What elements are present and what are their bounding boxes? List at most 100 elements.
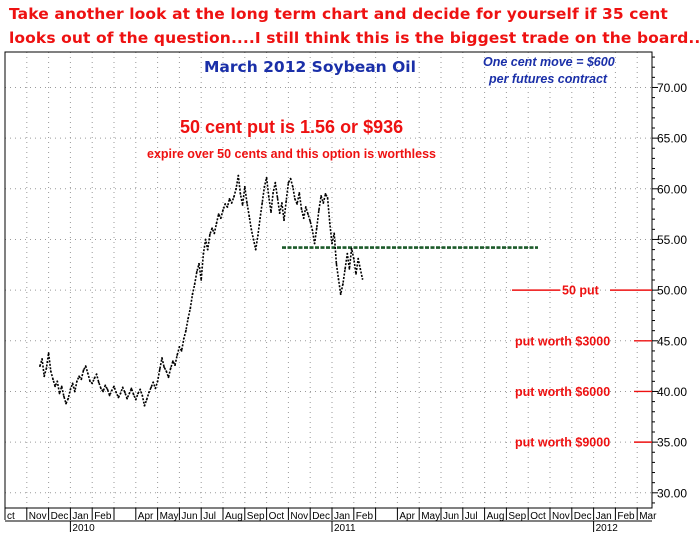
price-point <box>239 193 242 195</box>
price-point <box>141 394 144 397</box>
price-point <box>124 391 126 394</box>
price-point <box>71 382 74 385</box>
x-tick-label: Aug <box>487 511 505 522</box>
price-point <box>187 317 190 320</box>
x-tick-label: Dec <box>51 511 69 522</box>
price-point <box>237 174 240 177</box>
price-point <box>97 381 100 384</box>
price-point <box>86 372 89 375</box>
price-point <box>233 196 235 198</box>
price-point <box>204 238 207 241</box>
price-point <box>228 198 231 200</box>
price-point <box>361 278 364 280</box>
price-point <box>339 293 342 296</box>
price-point <box>143 404 146 407</box>
price-point <box>76 380 78 383</box>
level-label: put worth $6000 <box>515 385 610 399</box>
price-point <box>337 278 340 280</box>
x-tick-label: Jul <box>465 511 478 522</box>
price-point <box>315 227 318 230</box>
x-tick-label: Mar <box>639 511 657 522</box>
price-point <box>54 385 56 388</box>
price-point <box>224 203 227 205</box>
price-point <box>152 381 155 384</box>
price-point <box>148 391 150 394</box>
price-point <box>359 268 362 270</box>
price-point <box>304 206 307 208</box>
x-axis: ct Nov Dec Jan Feb Apr May Jun Jul Aug Sep Oct Nov De… <box>4 508 657 534</box>
x-tick-label: Jun <box>181 511 197 522</box>
price-point <box>113 385 115 388</box>
x-tick-label: Oct <box>530 511 546 522</box>
price-point <box>65 402 67 405</box>
price-point <box>49 370 52 373</box>
header-line-1: Take another look at the long term chart… <box>9 5 668 23</box>
x-tick-label: Jan <box>334 511 350 522</box>
price-point <box>348 268 351 270</box>
price-point <box>346 252 349 255</box>
price-point <box>132 393 135 396</box>
price-point <box>52 378 54 381</box>
price-point <box>335 262 338 265</box>
price-point <box>350 247 353 250</box>
price-point <box>56 380 59 383</box>
price-point <box>180 350 183 352</box>
price-point <box>63 395 65 398</box>
x-tick-label: Feb <box>617 511 635 522</box>
price-point <box>357 257 360 260</box>
price-point <box>265 176 268 179</box>
x-tick-label: Nov <box>290 511 308 522</box>
x-tick-label: May <box>421 511 440 522</box>
header-line-2: looks out of the question....I still thi… <box>9 29 700 47</box>
level-label: put worth $3000 <box>515 334 610 348</box>
price-point <box>291 185 294 188</box>
price-point <box>60 385 63 388</box>
x-tick-label: May <box>160 511 179 522</box>
price-point <box>84 365 87 367</box>
price-point <box>117 396 120 399</box>
x-tick-label: Jun <box>443 511 459 522</box>
x-tick-label: ct <box>7 511 15 522</box>
price-point <box>47 352 50 354</box>
price-point <box>331 242 333 245</box>
price-point <box>283 219 285 222</box>
price-point <box>182 337 185 340</box>
price-point <box>313 242 316 245</box>
price-point <box>226 206 229 208</box>
price-point <box>178 346 181 348</box>
y-tick-label: 70.00 <box>657 81 687 95</box>
price-point <box>169 367 172 370</box>
x-tick-label: Jan <box>72 511 88 522</box>
price-point <box>104 384 107 387</box>
price-point <box>165 370 168 373</box>
price-point <box>285 200 288 202</box>
contract-note-line-2: per futures contract <box>489 72 608 86</box>
price-point <box>270 211 272 214</box>
price-point <box>355 273 357 275</box>
price-point <box>328 222 331 225</box>
price-point <box>213 232 216 235</box>
price-point <box>193 283 196 285</box>
x-tick-label: Oct <box>269 511 285 522</box>
put-level-markers: 50 put put worth $3000 put worth $6000 put … <box>512 284 652 450</box>
price-point <box>211 227 214 230</box>
price-point <box>300 208 303 211</box>
price-point <box>102 390 104 393</box>
x-tick-label: Aug <box>225 511 243 522</box>
price-point <box>311 229 314 232</box>
price-point <box>217 213 220 216</box>
price-point <box>318 209 320 212</box>
price-point <box>191 293 194 296</box>
price-point <box>263 185 266 188</box>
price-point <box>259 217 261 220</box>
price-point <box>78 375 80 378</box>
price-point <box>200 279 203 281</box>
price-point <box>174 364 176 366</box>
x-tick-label: Apr <box>138 511 154 522</box>
price-point <box>156 380 159 383</box>
price-point <box>294 198 296 200</box>
x-tick-label: Jan <box>596 511 612 522</box>
y-tick-label: 60.00 <box>657 182 687 196</box>
price-point <box>320 195 322 197</box>
level-label: 50 put <box>562 284 600 298</box>
